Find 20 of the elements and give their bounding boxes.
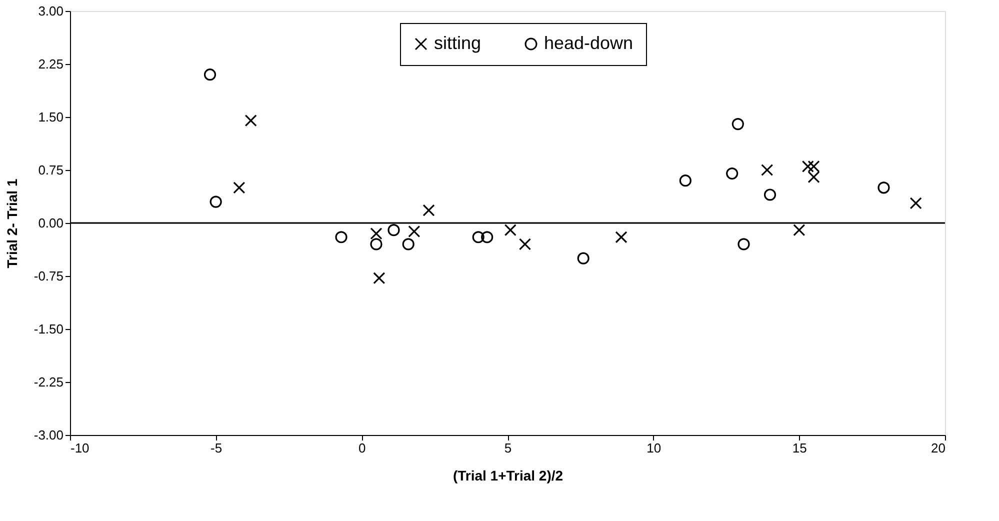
y-tick-label: -1.50: [34, 322, 64, 336]
y-tick-label: -2.25: [34, 374, 64, 390]
x-tick-label: 5: [504, 440, 512, 456]
x-tick-label: 10: [646, 440, 662, 456]
legend-label: head-down: [544, 33, 634, 53]
x-tick-label: 0: [358, 440, 366, 456]
y-tick-label: 0.00: [38, 216, 64, 230]
y-axis-title: Trial 2- Trial 1: [4, 178, 20, 268]
x-tick-label: 15: [792, 440, 807, 456]
x-tick-label: -5: [210, 440, 222, 456]
x-tick-label: -10: [70, 440, 90, 456]
y-tick-label: 3.00: [38, 4, 64, 18]
y-tick-label: -3.00: [34, 428, 64, 442]
y-tick-label: 1.50: [38, 110, 64, 124]
x-axis-title: (Trial 1+Trial 2)/2: [452, 468, 564, 484]
x-tick-label: 20: [931, 440, 946, 456]
legend-label: sitting: [434, 33, 482, 53]
y-tick-label: 0.75: [38, 162, 64, 178]
y-tick-label: 2.25: [38, 56, 64, 72]
y-tick-label: -0.75: [34, 268, 64, 284]
